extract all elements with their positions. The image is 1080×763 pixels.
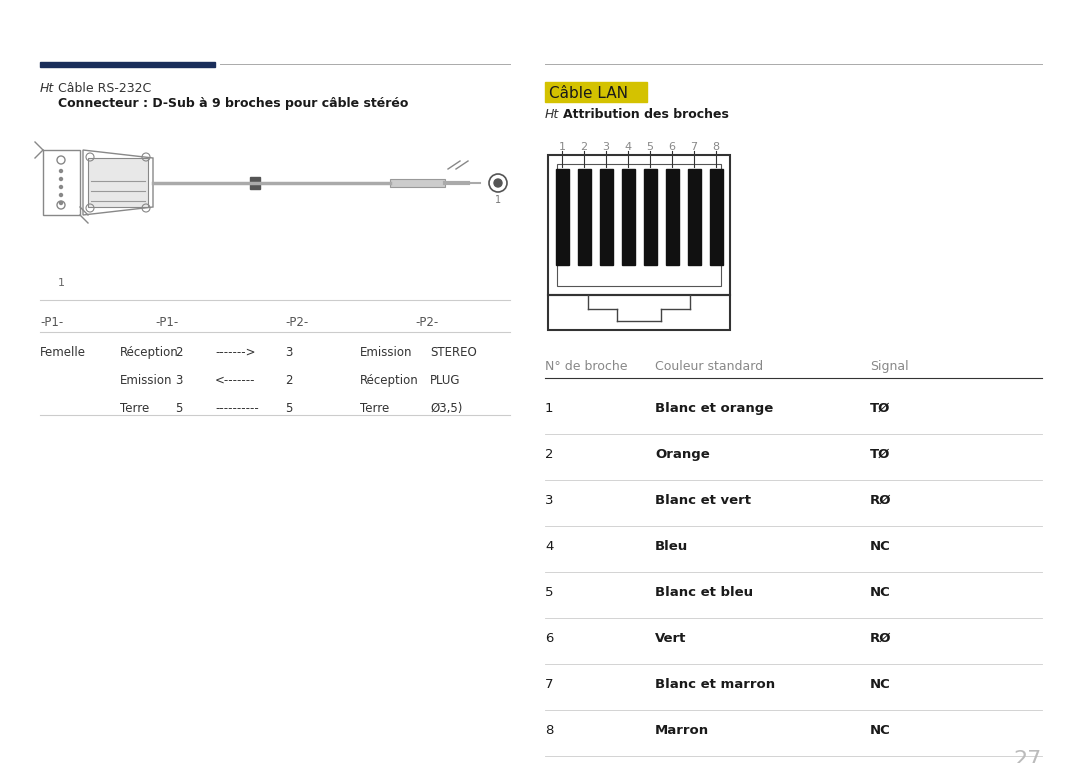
Bar [600, 169, 613, 265]
Text: Femelle: Femelle [40, 346, 86, 359]
Bar [578, 169, 591, 265]
Bar [249, 177, 260, 189]
Text: Ht: Ht [545, 108, 559, 121]
Text: STEREO: STEREO [430, 346, 476, 359]
Circle shape [59, 194, 63, 197]
Text: Marron: Marron [654, 724, 710, 737]
Text: 6: 6 [545, 632, 553, 645]
Text: 2: 2 [580, 142, 588, 152]
Bar [548, 295, 730, 330]
Bar [390, 179, 445, 187]
Text: PLUG: PLUG [430, 374, 460, 387]
Text: RØ: RØ [870, 494, 891, 507]
Text: Emission: Emission [360, 346, 413, 359]
Circle shape [494, 179, 502, 187]
Text: -P2-: -P2- [415, 316, 438, 329]
Text: 8: 8 [713, 142, 719, 152]
Text: Câble RS-232C: Câble RS-232C [58, 82, 151, 95]
Bar [688, 169, 701, 265]
Text: 5: 5 [175, 402, 183, 415]
Text: Ø3,5): Ø3,5) [430, 402, 462, 415]
Text: -P1-: -P1- [40, 316, 64, 329]
Text: Câble LAN: Câble LAN [549, 85, 627, 101]
Bar [622, 169, 635, 265]
Text: 3: 3 [175, 374, 183, 387]
Text: NC: NC [870, 678, 891, 691]
Text: Ht: Ht [40, 82, 54, 95]
Bar [710, 169, 723, 265]
Circle shape [59, 178, 63, 181]
Bar [545, 82, 647, 102]
Text: -P2-: -P2- [285, 316, 308, 329]
Text: Bleu: Bleu [654, 540, 688, 553]
Text: 1: 1 [558, 142, 566, 152]
Text: 27: 27 [1014, 750, 1042, 763]
Bar [644, 169, 657, 265]
Text: 8: 8 [545, 724, 553, 737]
Text: 1: 1 [495, 195, 501, 205]
Text: TØ: TØ [870, 448, 890, 461]
Text: Blanc et marron: Blanc et marron [654, 678, 775, 691]
Circle shape [59, 169, 63, 172]
Circle shape [59, 201, 63, 204]
Bar [87, 158, 148, 207]
Text: 4: 4 [624, 142, 632, 152]
Text: Vert: Vert [654, 632, 687, 645]
Bar [557, 164, 721, 286]
Text: 4: 4 [545, 540, 553, 553]
Text: ----------: ---------- [215, 402, 259, 415]
Bar [666, 169, 679, 265]
Text: Blanc et bleu: Blanc et bleu [654, 586, 753, 599]
Text: Emission: Emission [120, 374, 173, 387]
Text: 3: 3 [545, 494, 554, 507]
Text: 5: 5 [285, 402, 293, 415]
Text: 1: 1 [545, 402, 554, 415]
Text: 3: 3 [603, 142, 609, 152]
Text: Couleur standard: Couleur standard [654, 360, 764, 373]
Text: RØ: RØ [870, 632, 891, 645]
Text: Réception: Réception [120, 346, 179, 359]
Circle shape [59, 185, 63, 188]
Text: 6: 6 [669, 142, 675, 152]
Text: <-------: <------- [215, 374, 256, 387]
Bar [40, 62, 215, 67]
Bar [43, 150, 80, 215]
Text: 1: 1 [57, 278, 65, 288]
Text: Terre: Terre [360, 402, 389, 415]
Text: NC: NC [870, 586, 891, 599]
Text: ------->: -------> [215, 346, 256, 359]
Text: Terre: Terre [120, 402, 149, 415]
Text: -P1-: -P1- [156, 316, 178, 329]
Text: 2: 2 [175, 346, 183, 359]
Text: Attribution des broches: Attribution des broches [563, 108, 729, 121]
Text: NC: NC [870, 724, 891, 737]
Text: 2: 2 [545, 448, 554, 461]
Text: 7: 7 [690, 142, 698, 152]
Text: Réception: Réception [360, 374, 419, 387]
Text: Blanc et vert: Blanc et vert [654, 494, 751, 507]
Text: 5: 5 [647, 142, 653, 152]
Text: NC: NC [870, 540, 891, 553]
Text: 5: 5 [545, 586, 554, 599]
Text: N° de broche: N° de broche [545, 360, 627, 373]
Bar [556, 169, 569, 265]
Text: 3: 3 [285, 346, 293, 359]
Text: TØ: TØ [870, 402, 890, 415]
Text: Signal: Signal [870, 360, 908, 373]
Text: 7: 7 [545, 678, 554, 691]
Text: 2: 2 [285, 374, 293, 387]
Text: Connecteur : D-Sub à 9 broches pour câble stéréo: Connecteur : D-Sub à 9 broches pour câbl… [58, 97, 408, 110]
Bar [548, 155, 730, 295]
Text: Blanc et orange: Blanc et orange [654, 402, 773, 415]
Text: Orange: Orange [654, 448, 710, 461]
